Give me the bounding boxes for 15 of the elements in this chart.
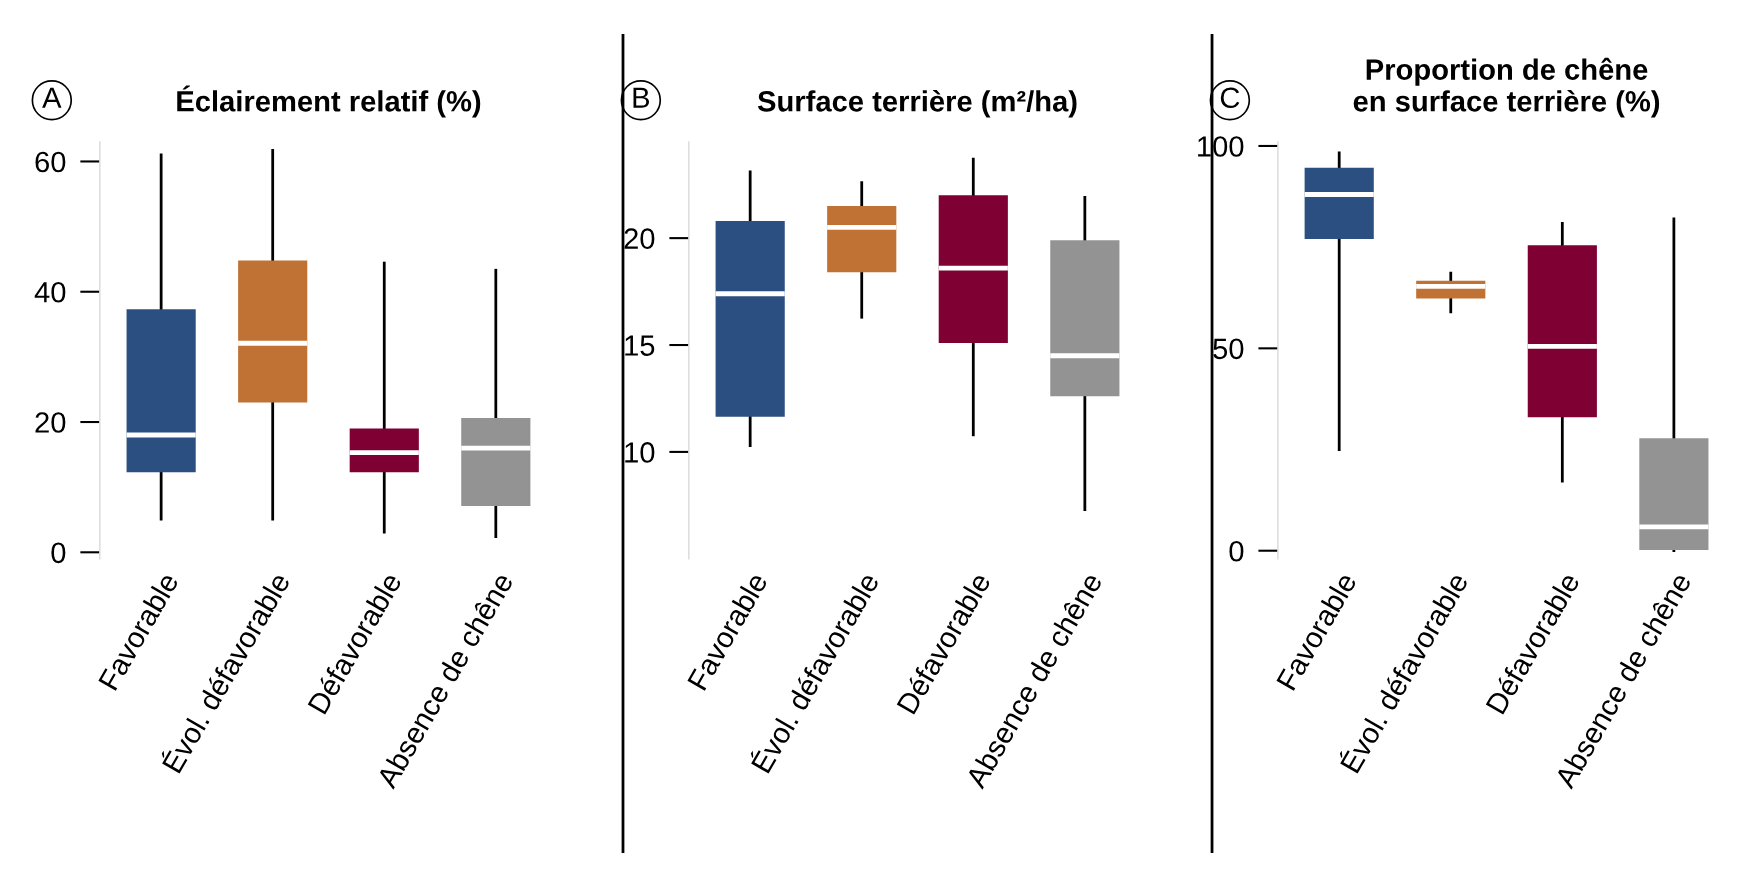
chart-title: Éclairement relatif (%) xyxy=(177,85,481,118)
y-tick-label: 40 xyxy=(34,281,66,303)
y-tick-label: 20 xyxy=(35,412,66,433)
y-tick-label: 0 xyxy=(1229,540,1244,562)
text: C xyxy=(1220,87,1240,109)
text: B xyxy=(633,87,650,108)
y-tick-label: 0 xyxy=(51,542,66,564)
y-tick-label: 10 xyxy=(625,442,655,463)
y-tick-label: 20 xyxy=(624,228,655,249)
text: A xyxy=(42,87,62,108)
chart-title: Proportion de chêne en surface terrière (%) xyxy=(1353,57,1660,118)
chart-title: Surface terrière (m²/ha) xyxy=(757,89,1077,118)
y-tick-label: 15 xyxy=(625,335,655,356)
y-tick-label: 60 xyxy=(35,151,66,173)
y-tick-label: 50 xyxy=(1213,338,1244,360)
